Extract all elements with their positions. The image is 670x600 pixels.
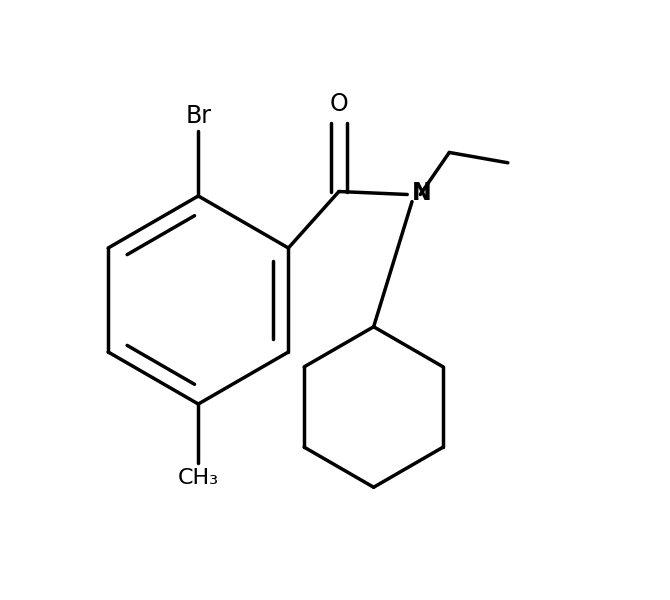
Text: N: N (412, 181, 431, 205)
Text: CH₃: CH₃ (178, 468, 219, 488)
Text: O: O (330, 92, 348, 116)
Text: Br: Br (186, 104, 211, 128)
